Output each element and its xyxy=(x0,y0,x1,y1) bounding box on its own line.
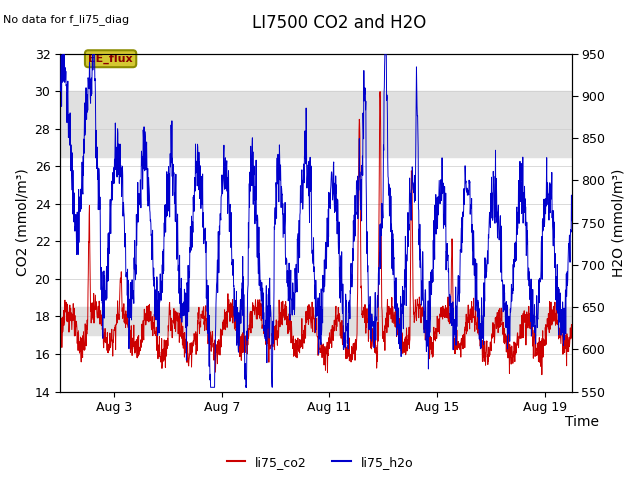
Text: No data for f_li75_diag: No data for f_li75_diag xyxy=(3,14,129,25)
Bar xyxy=(60,307,572,335)
X-axis label: Time: Time xyxy=(565,415,599,429)
Y-axis label: H2O (mmol/m³): H2O (mmol/m³) xyxy=(611,168,625,277)
Bar xyxy=(60,91,572,157)
Text: EE_flux: EE_flux xyxy=(88,54,133,64)
Y-axis label: CO2 (mmol/m³): CO2 (mmol/m³) xyxy=(15,168,29,276)
Legend: li75_co2, li75_h2o: li75_co2, li75_h2o xyxy=(221,451,419,474)
Text: LI7500 CO2 and H2O: LI7500 CO2 and H2O xyxy=(252,14,426,33)
